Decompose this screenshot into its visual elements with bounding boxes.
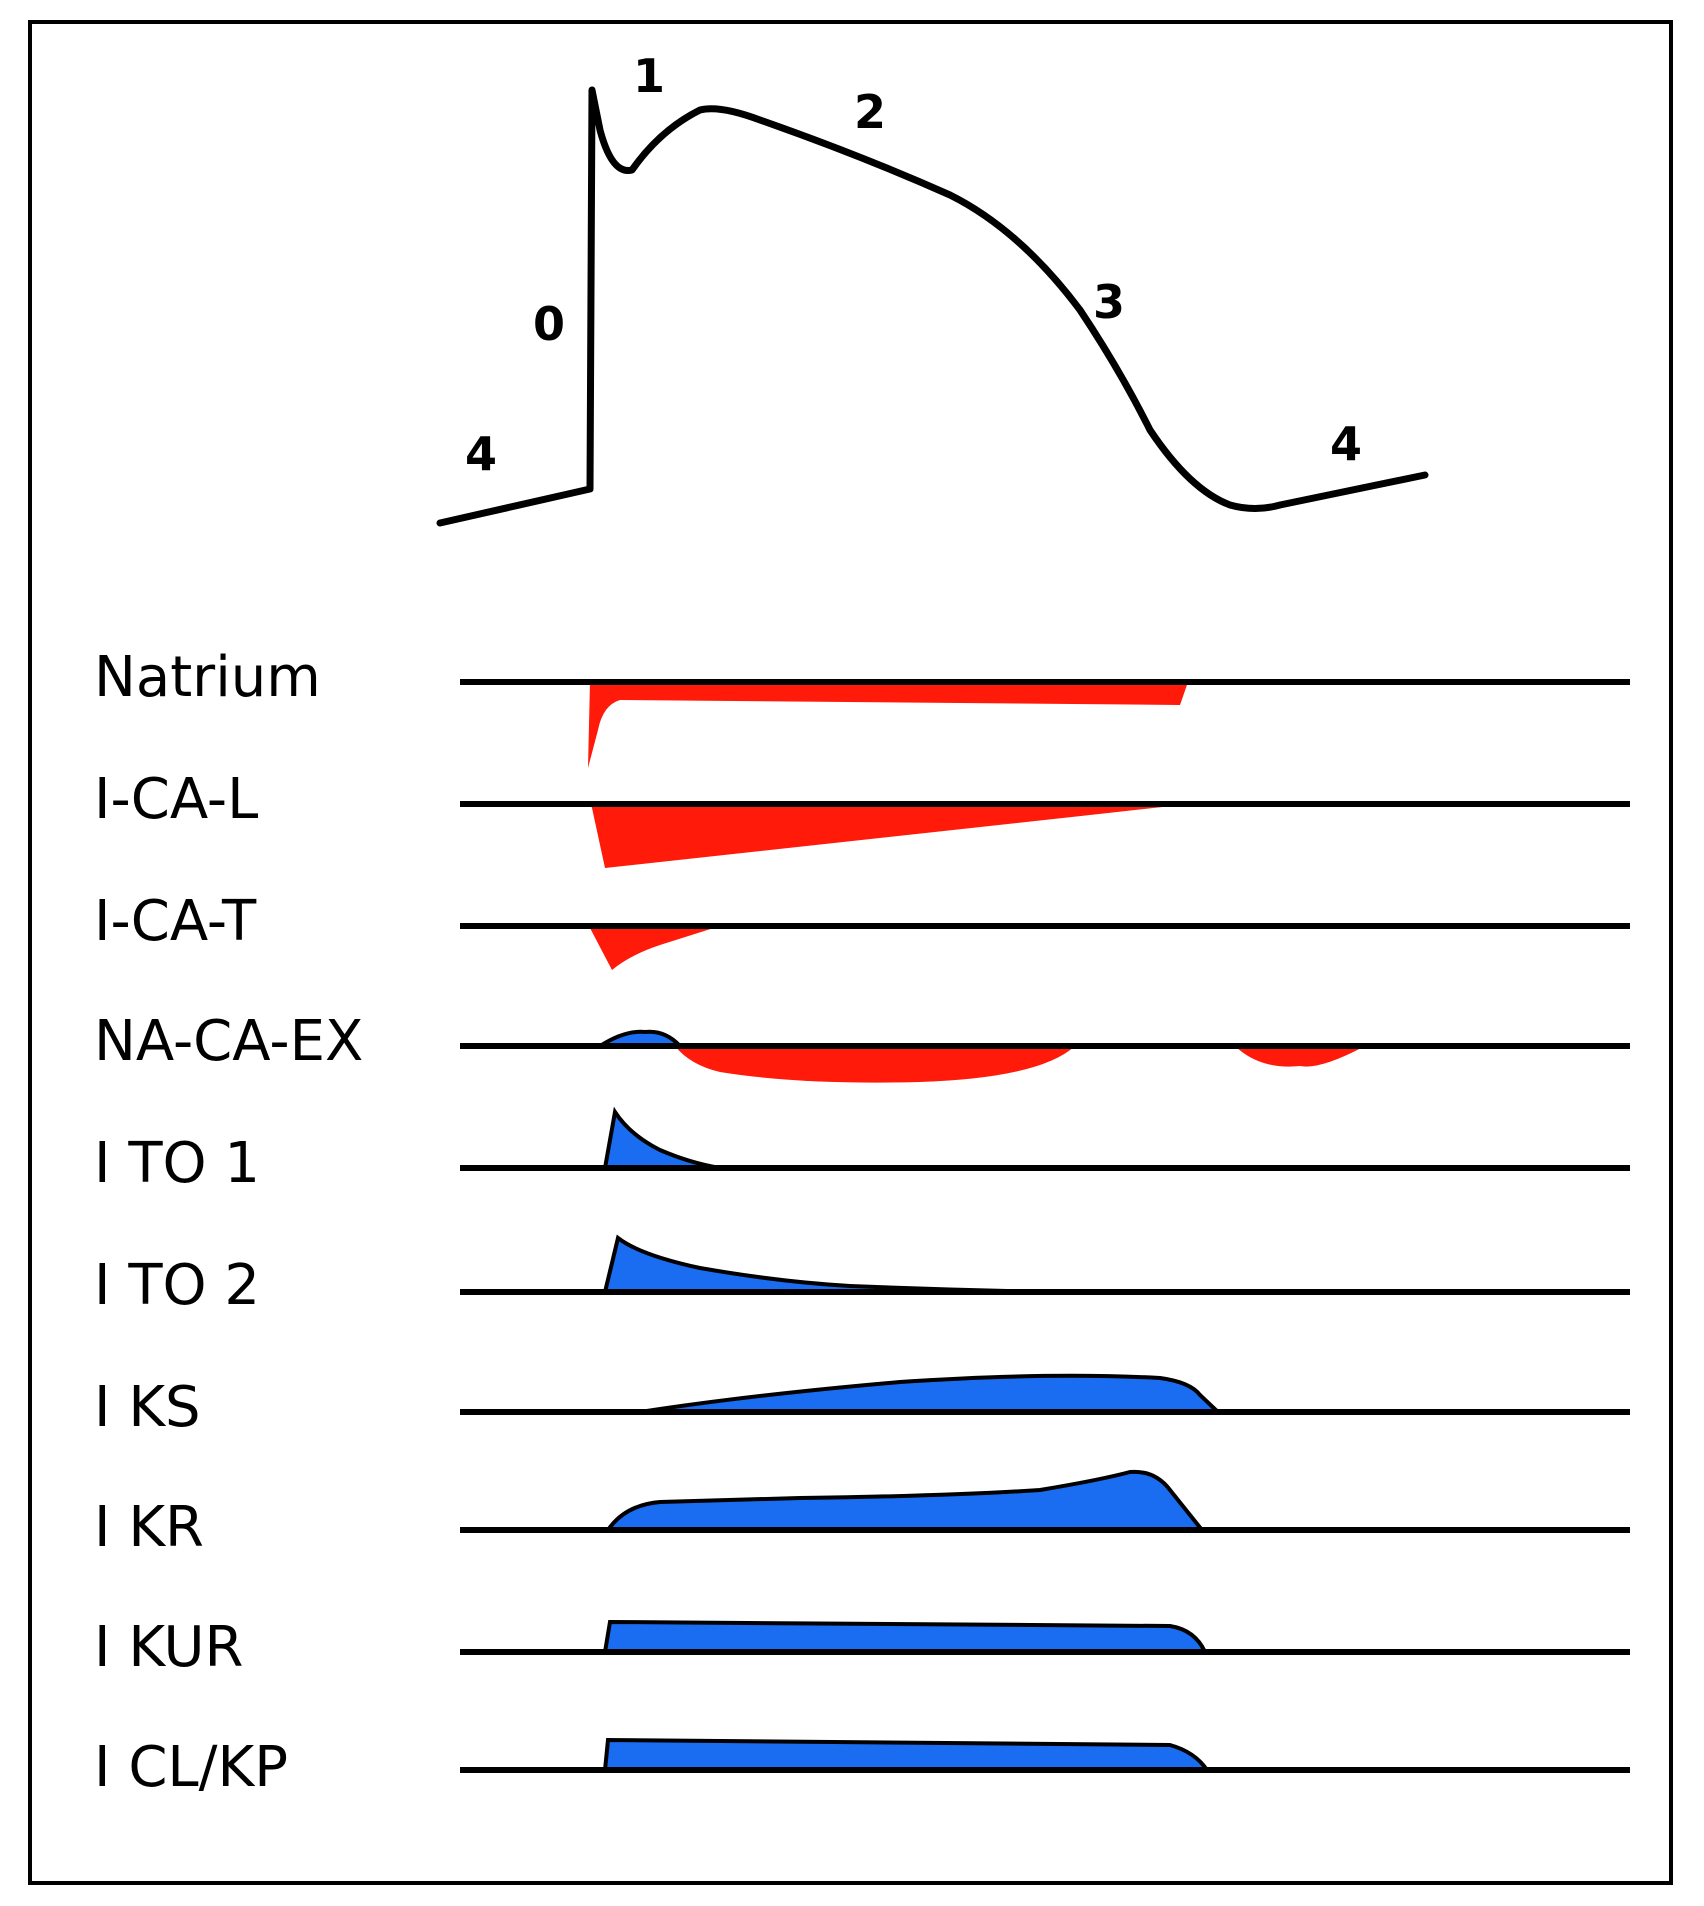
current-label-i-to-1: I TO 1	[94, 1131, 261, 1196]
current-label-i-kr: I KR	[94, 1495, 204, 1560]
na-ca-ex-inward-area-1	[675, 1046, 1075, 1083]
current-label-i-ca-t: I-CA-T	[94, 889, 257, 954]
current-trace-i-to-1	[460, 1106, 1630, 1171]
current-trace-i-ca-l	[460, 801, 1630, 868]
phase-label-0: 0	[533, 297, 565, 351]
phase-label-1: 1	[633, 49, 665, 103]
current-trace-i-kr	[460, 1469, 1630, 1533]
current-trace-i-to-2	[460, 1234, 1630, 1295]
current-label-i-ks: I KS	[94, 1375, 201, 1440]
current-label-i-to-2: I TO 2	[94, 1253, 261, 1318]
na-ca-ex-outward-area	[593, 1029, 685, 1048]
i-ca-t-inward-area	[590, 926, 720, 970]
i-ca-l-inward-area	[590, 804, 1190, 868]
na-ca-ex-inward-area-2	[1235, 1046, 1365, 1067]
action-potential-curve	[436, 86, 1429, 527]
i-kur-outward-area	[602, 1619, 1209, 1654]
phase-label-4-end: 4	[1330, 417, 1362, 471]
current-trace-i-ks	[460, 1373, 1630, 1415]
current-trace-natrium	[460, 679, 1630, 768]
phase-label-4-start: 4	[465, 427, 497, 481]
i-to-1-outward-area	[602, 1106, 721, 1170]
i-cl-kp-outward-area	[602, 1737, 1211, 1772]
figure-frame	[28, 20, 1673, 1885]
current-trace-na-ca-ex	[460, 1029, 1630, 1083]
phase-label-2: 2	[854, 85, 886, 139]
i-ks-outward-area	[639, 1373, 1224, 1414]
current-label-i-cl-kp: I CL/KP	[94, 1735, 288, 1800]
phase-label-3: 3	[1093, 275, 1125, 329]
current-trace-i-kur	[460, 1619, 1630, 1655]
i-to-2-outward-area	[602, 1234, 1051, 1294]
current-label-i-kur: I KUR	[94, 1615, 244, 1680]
current-label-natrium: Natrium	[94, 645, 321, 710]
natrium-inward-area	[588, 682, 1188, 768]
current-trace-i-ca-t	[460, 923, 1630, 970]
current-label-i-ca-l: I-CA-L	[94, 767, 259, 832]
current-trace-i-cl-kp	[460, 1737, 1630, 1773]
i-kr-outward-area	[604, 1469, 1207, 1532]
current-label-na-ca-ex: NA-CA-EX	[94, 1009, 364, 1074]
